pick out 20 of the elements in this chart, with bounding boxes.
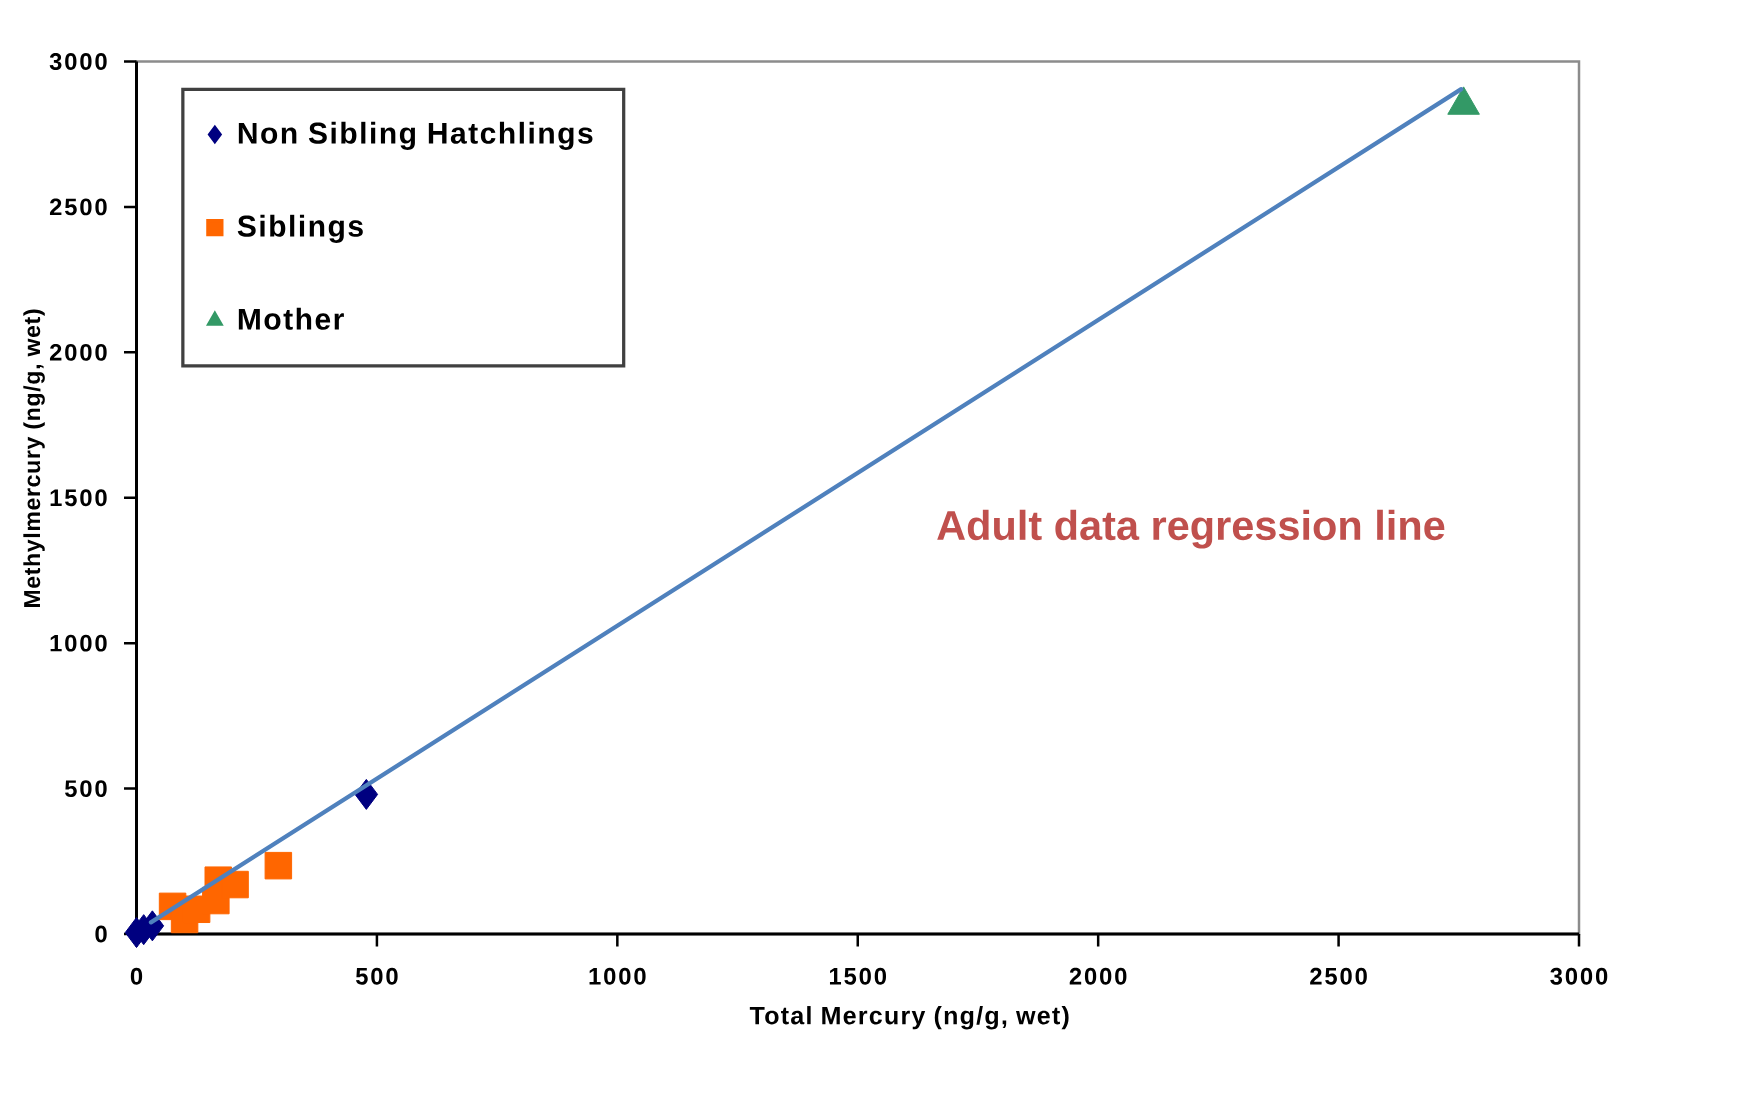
y-tick-label: 2500 xyxy=(49,198,107,216)
x-tick-label: 2500 xyxy=(1310,967,1367,985)
y-tick-label: 3000 xyxy=(49,53,107,70)
legend-label: Non Sibling Hatchlings xyxy=(238,121,593,150)
x-tick-label: 1500 xyxy=(829,967,887,985)
x-tick-label: 2000 xyxy=(1069,967,1127,985)
x-tick-label: 0 xyxy=(130,967,143,985)
y-axis-title: Methylmercury (ng/g, wet) xyxy=(23,309,45,608)
y-tick-label: 2000 xyxy=(49,343,107,361)
legend-label: Mother xyxy=(238,307,344,330)
x-tick-label: 1000 xyxy=(589,967,646,985)
y-tick-label: 1000 xyxy=(50,634,107,652)
x-tick-label: 3000 xyxy=(1550,967,1608,985)
x-axis-title: Total Mercury (ng/g, wet) xyxy=(749,1006,1069,1030)
legend-label: Siblings xyxy=(237,214,363,243)
y-tick-label: 1500 xyxy=(50,489,107,507)
y-tick-label: 500 xyxy=(64,780,107,797)
y-tick-label: 0 xyxy=(95,925,107,943)
x-tick-label: 500 xyxy=(355,967,398,985)
annotation: Adult data regression line xyxy=(937,509,1445,549)
